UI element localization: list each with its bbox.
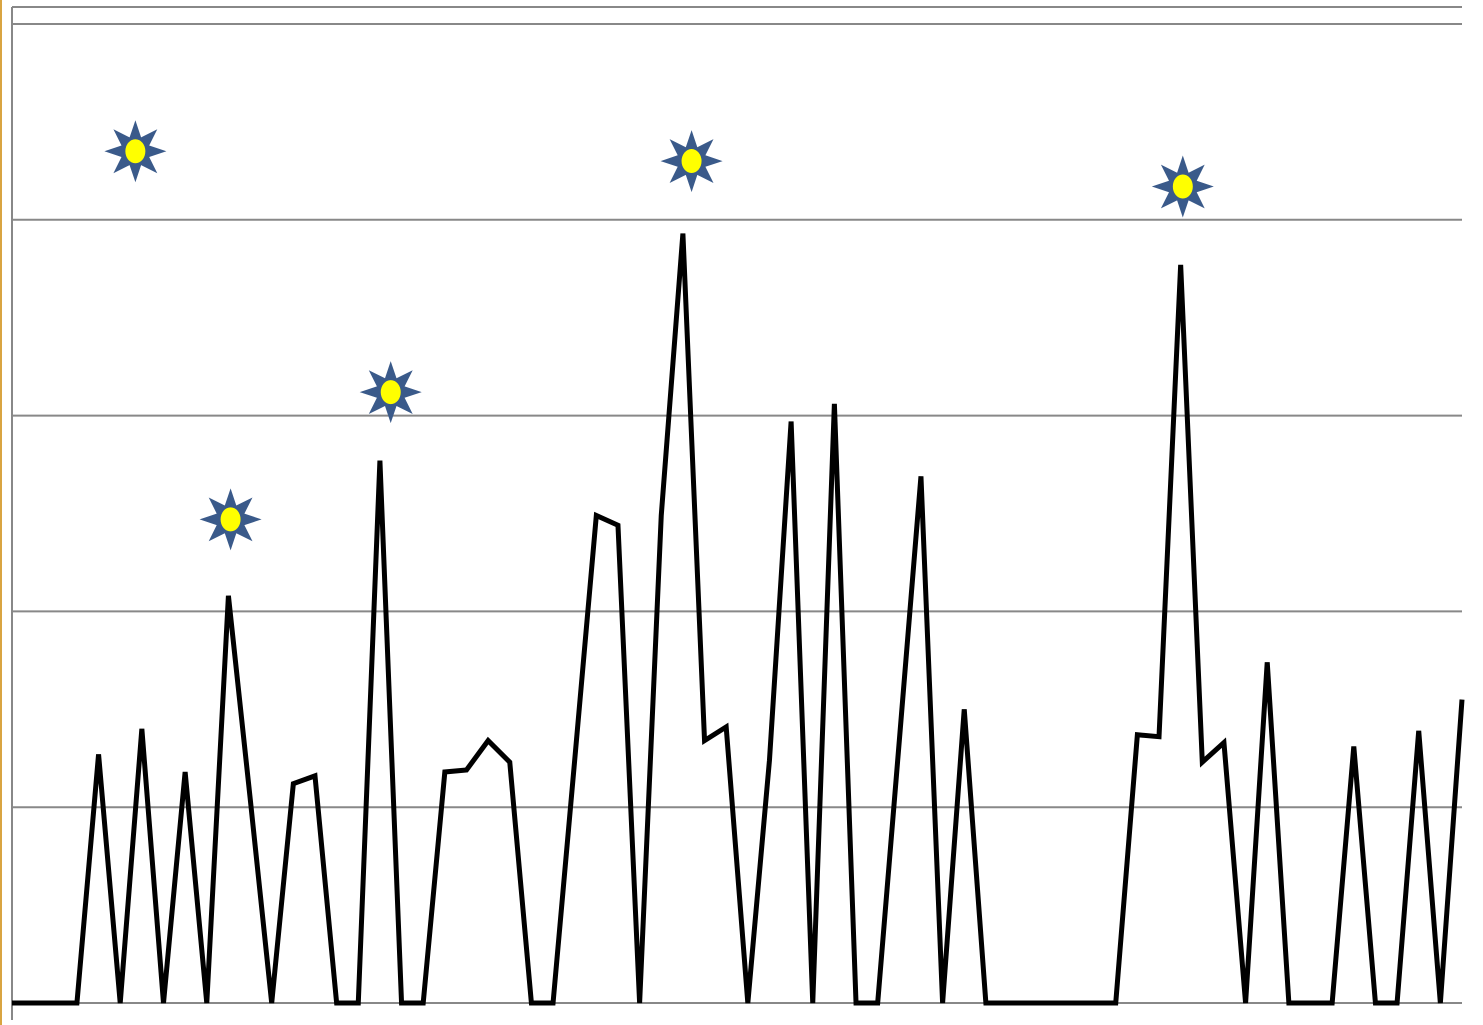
star-center xyxy=(380,380,401,405)
star-center xyxy=(681,149,702,174)
star-marker xyxy=(660,130,723,193)
star-marker xyxy=(199,488,262,551)
star-center xyxy=(1172,174,1193,199)
star-marker xyxy=(104,120,167,183)
star-marker xyxy=(359,361,422,424)
data-line xyxy=(12,233,1465,1006)
star-center xyxy=(220,507,241,532)
star-marker xyxy=(1151,155,1214,218)
star-center xyxy=(125,139,146,164)
